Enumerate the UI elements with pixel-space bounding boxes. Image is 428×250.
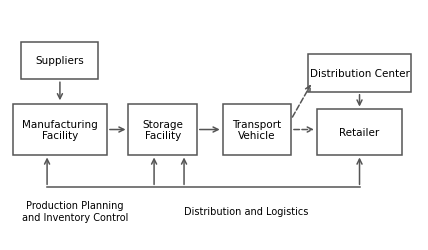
FancyBboxPatch shape — [13, 105, 107, 155]
Text: Transport
Vehicle: Transport Vehicle — [232, 119, 281, 141]
Text: Production Planning
and Inventory Control: Production Planning and Inventory Contro… — [22, 200, 128, 222]
FancyBboxPatch shape — [128, 105, 197, 155]
Text: Retailer: Retailer — [339, 128, 380, 138]
Text: Suppliers: Suppliers — [36, 56, 84, 66]
Text: Distribution Center: Distribution Center — [309, 69, 410, 79]
FancyBboxPatch shape — [317, 110, 402, 155]
FancyBboxPatch shape — [223, 105, 291, 155]
Text: Storage
Facility: Storage Facility — [142, 119, 183, 141]
FancyBboxPatch shape — [21, 42, 98, 80]
Text: Distribution and Logistics: Distribution and Logistics — [184, 206, 308, 216]
FancyBboxPatch shape — [308, 55, 411, 92]
Text: Manufacturing
Facility: Manufacturing Facility — [22, 119, 98, 141]
